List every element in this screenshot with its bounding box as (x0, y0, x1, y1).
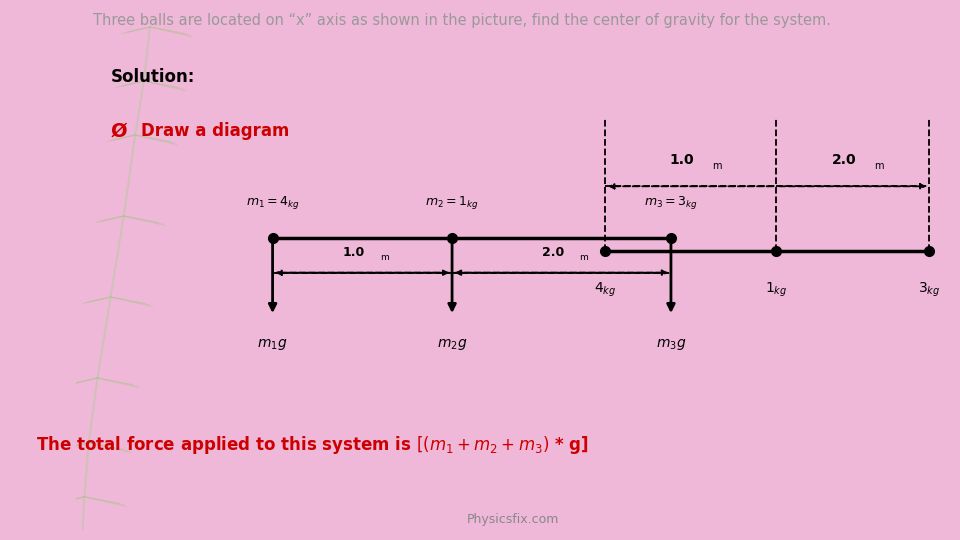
Text: $m_1g$: $m_1g$ (257, 338, 288, 353)
Text: Three balls are located on “x” axis as shown in the picture, find the center of : Three balls are located on “x” axis as s… (93, 14, 831, 29)
Text: 1.0: 1.0 (669, 153, 694, 167)
Text: m: m (712, 161, 722, 171)
Text: 2.0: 2.0 (831, 153, 856, 167)
Text: $1_{kg}$: $1_{kg}$ (765, 281, 787, 299)
Text: 1.0: 1.0 (343, 246, 365, 259)
Text: $m_3g$: $m_3g$ (656, 338, 686, 353)
Text: $m_2g$: $m_2g$ (437, 338, 468, 353)
Text: The total force applied to this system is $[(m_1 + m_2 + m_3)$ * g]: The total force applied to this system i… (36, 435, 588, 456)
Text: $m_1 = 4_{kg}$: $m_1 = 4_{kg}$ (246, 194, 300, 211)
Text: m: m (579, 253, 588, 262)
Text: $m_2 = 1_{kg}$: $m_2 = 1_{kg}$ (425, 194, 479, 211)
Text: $4_{kg}$: $4_{kg}$ (594, 281, 616, 299)
Text: m: m (380, 253, 389, 262)
Text: Ø: Ø (110, 122, 128, 140)
Text: Solution:: Solution: (110, 68, 195, 85)
Text: $m_3 = 3_{kg}$: $m_3 = 3_{kg}$ (644, 194, 698, 211)
Text: Physicsfix.com: Physicsfix.com (468, 514, 560, 526)
Text: 2.0: 2.0 (541, 246, 564, 259)
Text: $3_{kg}$: $3_{kg}$ (918, 281, 941, 299)
Text: m: m (875, 161, 884, 171)
Text: Draw a diagram: Draw a diagram (141, 122, 290, 139)
